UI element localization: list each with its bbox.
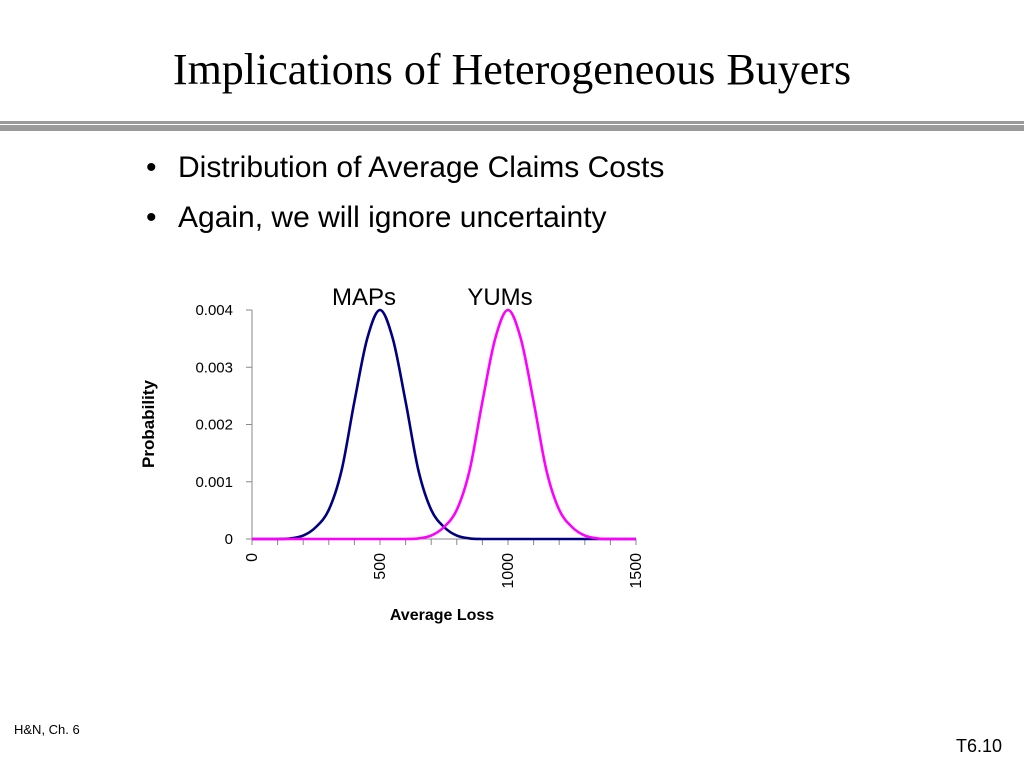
x-axis-title: Average Loss xyxy=(390,607,494,624)
bullet-dot: • xyxy=(146,201,157,234)
bullet-item: • Distribution of Average Claims Costs xyxy=(146,143,664,193)
x-tick-label: 500 xyxy=(372,553,389,580)
bullet-item: • Again, we will ignore uncertainty xyxy=(146,193,664,243)
y-tick-label: 0.003 xyxy=(195,359,233,376)
series-label-maps: MAPs xyxy=(332,284,396,311)
bullet-text: Again, we will ignore uncertainty xyxy=(178,201,607,234)
bullet-list: • Distribution of Average Claims Costs • A… xyxy=(146,143,664,243)
bullet-dot: • xyxy=(146,151,157,184)
slide-title: Implications of Heterogeneous Buyers xyxy=(172,45,852,94)
x-tick-label: 1000 xyxy=(500,553,517,589)
title-divider-thin xyxy=(0,121,1024,124)
series-line-maps xyxy=(251,308,636,541)
bullet-text: Distribution of Average Claims Costs xyxy=(178,151,665,184)
x-tick-label: 1500 xyxy=(628,553,645,589)
y-tick-label: 0.004 xyxy=(195,302,233,319)
y-axis-title: Probability xyxy=(139,380,158,468)
y-tick-label: 0 xyxy=(225,531,233,548)
series-label-yums: YUMs xyxy=(467,284,532,311)
footer-chapter: H&N, Ch. 6 xyxy=(14,722,80,737)
y-tick-label: 0.002 xyxy=(195,417,233,434)
series-line-yums xyxy=(251,308,636,541)
y-tick-label: 0.001 xyxy=(195,474,233,491)
footer-slide-number: T6.10 xyxy=(955,736,1002,756)
x-tick-label: 0 xyxy=(244,553,261,562)
title-divider-thick xyxy=(0,125,1024,131)
